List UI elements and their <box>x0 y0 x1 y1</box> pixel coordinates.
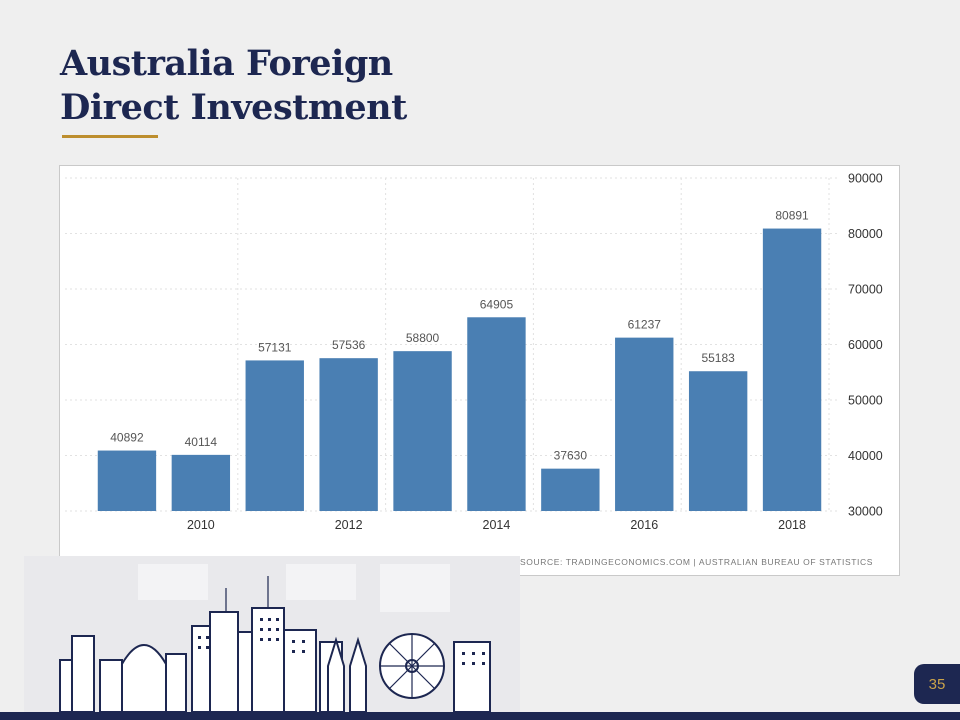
bar-2011 <box>245 360 304 511</box>
title-underline <box>62 135 158 138</box>
y-tick-labels: 30000 40000 50000 60000 70000 80000 90000 <box>848 172 883 519</box>
data-label-2009: 40892 <box>110 431 144 445</box>
y-tick-label: 50000 <box>848 394 883 408</box>
y-tick-label: 80000 <box>848 227 883 241</box>
slide-title: Australia Foreign Direct Investment <box>60 42 407 130</box>
page-number-badge: 35 <box>914 664 960 704</box>
data-label-2015: 37630 <box>554 449 588 463</box>
bar-2016 <box>615 337 674 511</box>
x-tick-label: 2018 <box>778 518 806 532</box>
y-tick-label: 60000 <box>848 338 883 352</box>
data-label-2014: 64905 <box>480 297 514 311</box>
x-tick-label: 2014 <box>483 518 511 532</box>
fdi-bar-chart: 40892 40114 57131 57536 58800 64905 37630 61237… <box>65 172 883 567</box>
x-tick-label: 2012 <box>335 518 363 532</box>
chart-panel: 40892 40114 57131 57536 58800 64905 37630 61237… <box>59 165 900 576</box>
data-label-2018: 80891 <box>775 209 809 223</box>
bar-2014 <box>467 317 526 511</box>
footer-bar <box>0 712 960 720</box>
data-label-2011: 57131 <box>258 340 292 354</box>
y-tick-label: 70000 <box>848 283 883 297</box>
y-tick-label: 40000 <box>848 449 883 463</box>
bars <box>97 228 822 512</box>
y-tick-label: 90000 <box>848 172 883 186</box>
x-tick-label: 2010 <box>187 518 215 532</box>
y-tick-label: 30000 <box>848 505 883 519</box>
bar-2010 <box>171 454 231 511</box>
slide-title-line1: Australia Foreign <box>60 43 393 84</box>
data-label-2013: 58800 <box>406 331 440 345</box>
slide-title-line2: Direct Investment <box>60 87 407 128</box>
bar-2015 <box>541 468 600 511</box>
bar-2009 <box>97 450 157 511</box>
data-label-2016: 61237 <box>628 318 662 332</box>
chart-source-text: SOURCE: TRADINGECONOMICS.COM | AUSTRALIA… <box>520 557 873 567</box>
bar-2017 <box>688 371 748 511</box>
x-tick-labels: 2010 2012 2014 2016 2018 <box>187 518 806 532</box>
data-label-2017: 55183 <box>701 351 735 365</box>
bar-2012 <box>319 358 378 511</box>
data-label-2010: 40114 <box>185 435 218 449</box>
data-labels: 40892 40114 57131 57536 58800 64905 37630 61237… <box>110 209 809 463</box>
bar-2018 <box>762 228 822 512</box>
city-skyline-illustration <box>24 556 520 712</box>
x-tick-label: 2016 <box>630 518 658 532</box>
data-label-2012: 57536 <box>332 338 366 352</box>
bar-2013 <box>393 351 452 511</box>
